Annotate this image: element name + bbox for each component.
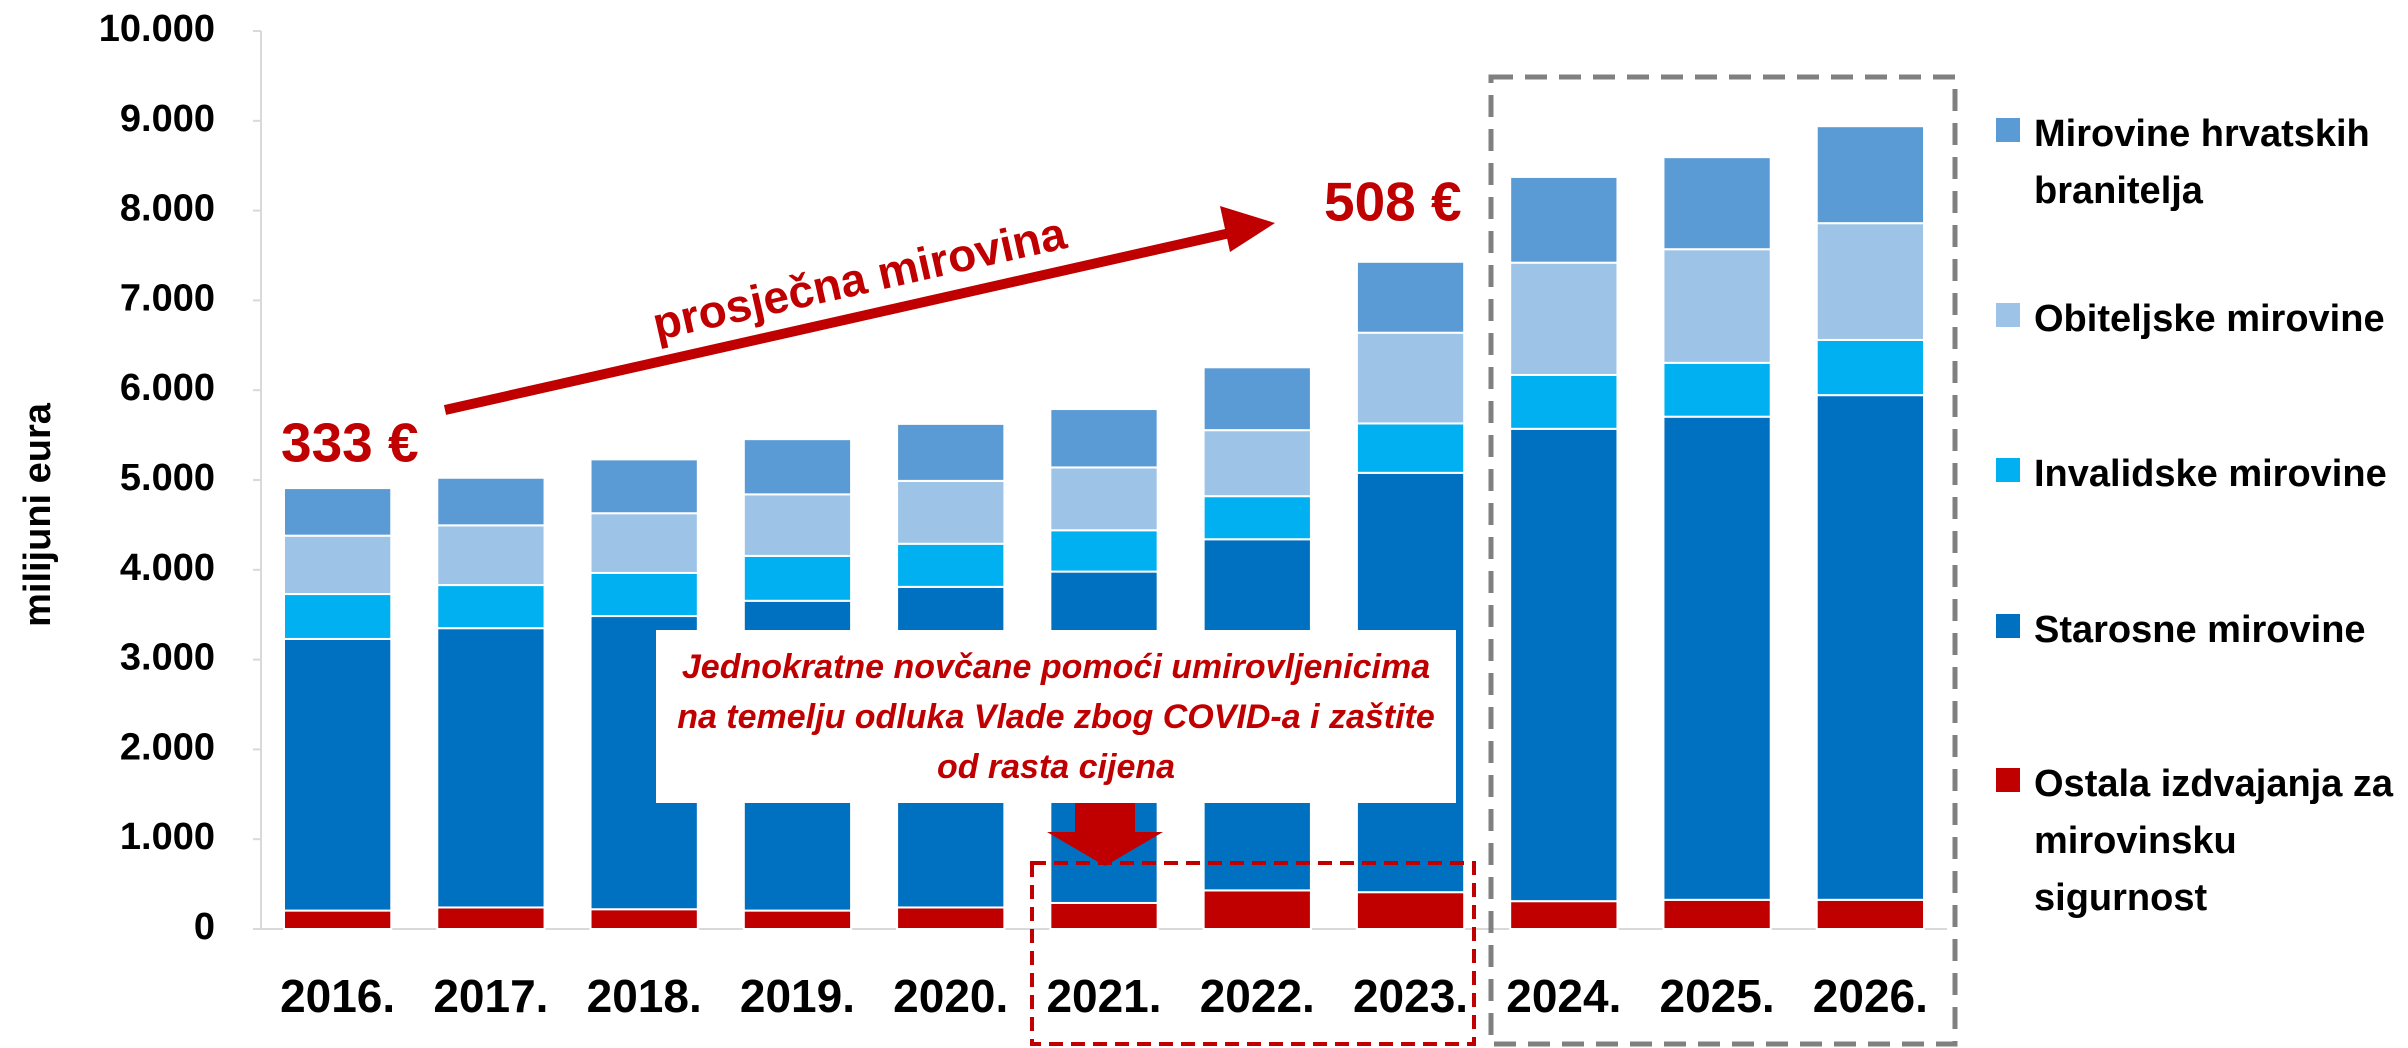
bar-segment	[282, 487, 393, 537]
bar-segment	[742, 554, 853, 602]
bar-segment	[282, 909, 393, 931]
annotation: 508 €	[1324, 171, 1462, 233]
bar-segment	[282, 637, 393, 912]
bar-segment	[1202, 429, 1312, 498]
bar-segment	[1049, 529, 1159, 573]
bar-segment	[1355, 422, 1466, 474]
x-tick-label: 2017.	[433, 970, 548, 1022]
bar-segment	[1509, 427, 1619, 903]
legend-item: Invalidske mirovine	[1996, 446, 2406, 503]
bar-segment	[1815, 898, 1926, 931]
bar-segment	[282, 593, 393, 640]
bar-segment	[436, 906, 546, 930]
bar-segment	[436, 584, 546, 630]
bar-segment	[742, 493, 853, 557]
bar-segment	[1355, 260, 1466, 334]
trend-arrow	[443, 228, 1232, 415]
y-tick-label: 8.000	[120, 188, 215, 230]
bar-segment	[1662, 415, 1772, 901]
bar-segment	[1662, 361, 1772, 418]
bar-segment	[589, 512, 699, 574]
y-tick-label: 2.000	[120, 726, 215, 768]
bar-segment	[1049, 466, 1159, 532]
y-tick-label: 3.000	[120, 637, 215, 679]
bar-segment	[896, 479, 1006, 545]
bar-segment	[1049, 901, 1159, 931]
bar-segment	[282, 534, 393, 596]
annotation: 333 €	[281, 412, 419, 474]
legend-item: Starosne mirovine	[1996, 602, 2406, 659]
x-tick-label: 2022.	[1200, 970, 1315, 1022]
y-tick-label: 4.000	[120, 547, 215, 589]
legend-swatch	[1996, 303, 2020, 327]
x-tick-label: 2026.	[1813, 970, 1928, 1022]
bar-segment	[1509, 261, 1619, 376]
arrow-head	[1220, 206, 1275, 252]
bar-segment	[1202, 366, 1312, 432]
legend-swatch	[1996, 768, 2020, 792]
y-tick-label: 9.000	[120, 98, 215, 140]
x-tick-label: 2021.	[1046, 970, 1161, 1022]
x-tick-label: 2019.	[740, 970, 855, 1022]
y-tick-label: 0	[194, 906, 215, 948]
x-tick-label: 2020.	[893, 970, 1008, 1022]
bar-segment	[1815, 222, 1926, 341]
legend-label: Obiteljske mirovine	[2034, 298, 2385, 340]
bar-segment	[589, 571, 699, 618]
bar-segment	[1662, 898, 1772, 931]
legend-item: Mirovine hrvatskih branitelja	[1996, 106, 2406, 220]
legend-item: Ostala izdvajanja za mirovinsku sigurnos…	[1996, 756, 2406, 927]
bar-segment	[742, 909, 853, 931]
legend-label: Mirovine hrvatskih branitelja	[2034, 113, 2370, 212]
x-tick-label: 2025.	[1660, 970, 1775, 1022]
legend-swatch	[1996, 458, 2020, 482]
bar-segment	[1815, 394, 1926, 901]
bar-segment	[436, 627, 546, 909]
legend-label: Ostala izdvajanja za mirovinsku sigurnos…	[2034, 763, 2394, 919]
bar-segment	[436, 524, 546, 587]
bar-segment	[436, 476, 546, 527]
legend-item: Obiteljske mirovine	[1996, 291, 2406, 348]
bar-segment	[742, 438, 853, 496]
x-tick-label: 2023.	[1353, 970, 1468, 1022]
y-tick-label: 5.000	[120, 457, 215, 499]
x-tick-label: 2016.	[280, 970, 395, 1022]
legend-label: Starosne mirovine	[2034, 609, 2366, 651]
legend-label: Invalidske mirovine	[2034, 453, 2387, 495]
highlight-box	[1030, 861, 1476, 1046]
x-tick-label: 2024.	[1506, 970, 1621, 1022]
bar-segment	[589, 458, 699, 515]
bar-segment	[1815, 125, 1926, 225]
y-tick-label: 10.000	[99, 8, 215, 50]
bar-segment	[1509, 175, 1619, 264]
bar-segment	[896, 906, 1006, 930]
bar-segment	[896, 422, 1006, 482]
bar-segment	[1815, 338, 1926, 397]
y-axis-label: milijuni eura	[17, 402, 59, 627]
bar-segment	[1662, 248, 1772, 364]
down-arrow	[1047, 803, 1163, 866]
bar-segment	[1509, 373, 1619, 430]
bar-segment	[1355, 331, 1466, 425]
bar-segment	[1202, 889, 1312, 930]
bar-segment	[896, 542, 1006, 588]
bar-segment	[1509, 900, 1619, 930]
bar-segment	[1662, 156, 1772, 251]
note-box: Jednokratne novčane pomoći umirovljenici…	[656, 630, 1456, 803]
x-tick-label: 2018.	[587, 970, 702, 1022]
bar-segment	[1355, 891, 1466, 931]
y-tick-label: 7.000	[120, 277, 215, 319]
y-tick-label: 1.000	[120, 816, 215, 858]
bar-segment	[1202, 495, 1312, 541]
bar-segment	[1049, 408, 1159, 469]
legend-swatch	[1996, 614, 2020, 638]
bar-segment	[589, 908, 699, 931]
y-tick-label: 6.000	[120, 367, 215, 409]
legend-swatch	[1996, 118, 2020, 142]
